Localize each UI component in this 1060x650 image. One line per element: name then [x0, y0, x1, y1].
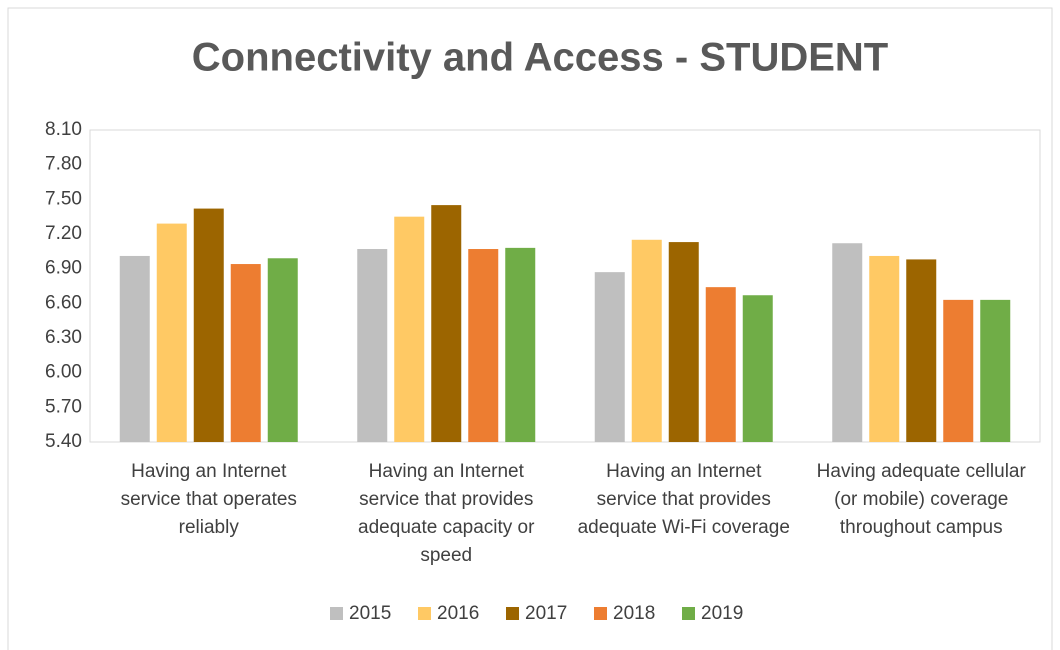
bar [705, 287, 736, 442]
legend-label: 2017 [525, 603, 567, 624]
bar [119, 255, 150, 442]
bar [505, 247, 536, 442]
legend-swatch [594, 607, 607, 620]
legend-label: 2016 [437, 603, 479, 624]
y-tick-label: 8.10 [45, 119, 82, 140]
y-tick-label: 7.80 [45, 154, 82, 175]
bar [869, 255, 900, 442]
bar [832, 243, 863, 442]
y-tick-label: 5.70 [45, 396, 82, 417]
bar [594, 272, 625, 442]
y-tick-label: 7.20 [45, 223, 82, 244]
y-tick-label: 7.50 [45, 188, 82, 209]
bar [394, 216, 425, 442]
legend-swatch [418, 607, 431, 620]
bar [156, 223, 187, 442]
bar [193, 208, 224, 442]
legend-label: 2019 [701, 603, 743, 624]
bar [468, 249, 499, 442]
y-tick-label: 6.30 [45, 327, 82, 348]
bar [267, 258, 298, 442]
plot-frame [89, 129, 1041, 443]
x-tick-label: Having an Internet service that operates… [120, 461, 297, 538]
legend-label: 2018 [613, 603, 655, 624]
bar [668, 242, 699, 442]
legend-label: 2015 [349, 603, 391, 624]
y-tick-label: 6.60 [45, 292, 82, 313]
bar [943, 299, 974, 442]
legend-swatch [506, 607, 519, 620]
chart-title: Connectivity and Access - STUDENT [192, 36, 888, 80]
x-tick-label: Having an Internet service that provides… [577, 461, 790, 538]
bar [431, 205, 462, 442]
y-tick-label: 6.90 [45, 258, 82, 279]
bar [742, 295, 773, 442]
x-tick-label: Having an Internet service that provides… [358, 461, 535, 566]
bar [357, 249, 388, 442]
bar [230, 264, 261, 442]
x-tick-label: Having adequate cellular (or mobile) cov… [816, 461, 1026, 538]
bar [980, 299, 1011, 442]
legend-swatch [682, 607, 695, 620]
bar [906, 259, 937, 442]
y-tick-label: 5.40 [45, 431, 82, 452]
legend-swatch [330, 607, 343, 620]
bar [631, 239, 662, 442]
y-tick-label: 6.00 [45, 362, 82, 383]
